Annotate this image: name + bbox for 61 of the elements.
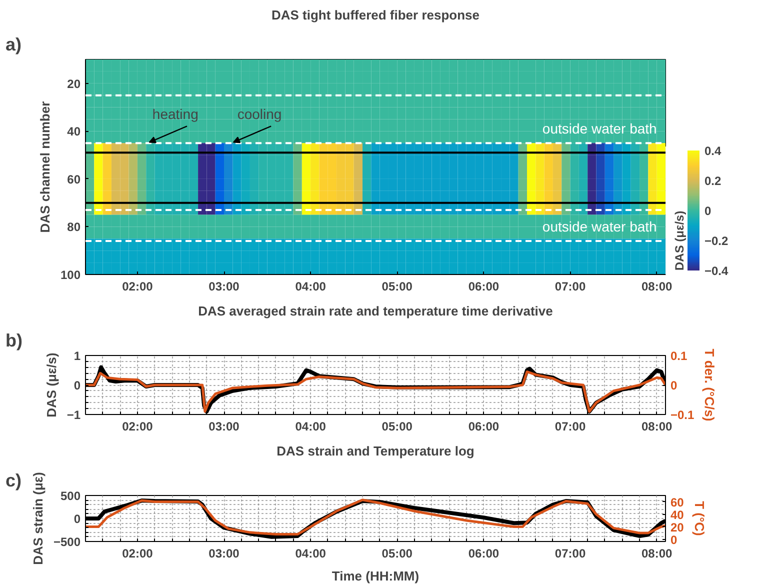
y2-tick-label: 60 <box>670 495 684 510</box>
y-axis-title: DAS channel number <box>37 101 52 233</box>
y-tick-label: 0 <box>74 378 81 392</box>
y-tick-label: 100 <box>60 268 81 282</box>
x-tick-label: 02:00 <box>122 280 154 294</box>
y2-tick-label: −0.1 <box>670 408 695 422</box>
y-tick-label: 0 <box>74 512 81 526</box>
chart-title: DAS tight buffered fiber response <box>271 8 480 22</box>
y-tick-label: 1 <box>74 349 81 363</box>
x-tick-label: 07:00 <box>554 420 586 434</box>
x-tick-label: 04:00 <box>295 280 326 294</box>
y2-axis-title: T (°C) <box>692 501 707 536</box>
y2-tick-label: 40 <box>670 508 684 522</box>
x-tick-label: 05:00 <box>382 280 413 294</box>
x-tick-label: 03:00 <box>208 546 240 560</box>
text: a) <box>6 34 22 54</box>
y-tick-label: −500 <box>53 535 81 549</box>
color-bar-title: DAS (με/s) <box>672 210 686 270</box>
x-tick-label: 08:00 <box>642 546 673 560</box>
y2-tick-label: 0 <box>670 378 678 392</box>
y-tick-label: 500 <box>60 489 81 503</box>
chart-title: DAS averaged strain rate and temperature time derivative <box>198 304 553 318</box>
y-tick-label: 80 <box>67 220 81 234</box>
x-tick-label: 03:00 <box>208 280 240 294</box>
y2-axis-title: T der. (°C/s) <box>702 348 718 422</box>
x-tick-label: 06:00 <box>468 546 500 560</box>
y2-tick-label: 0 <box>670 532 678 547</box>
text: b) <box>6 330 22 350</box>
x-tick-label: 02:00 <box>122 546 154 560</box>
color-bar-label: −0.2 <box>704 234 729 248</box>
x-tick-label: 08:00 <box>642 280 673 294</box>
y2-tick-label: 0.1 <box>670 349 688 363</box>
x-tick-label: 05:00 <box>382 420 413 434</box>
y-axis-title: DAS strain (με) <box>30 472 46 565</box>
x-tick-label: 02:00 <box>122 420 154 434</box>
color-bar-label: −0.4 <box>704 264 729 278</box>
color-bar-label: 0 <box>704 204 712 218</box>
text: c) <box>6 470 22 490</box>
x-tick-label: 08:00 <box>642 420 673 434</box>
y-tick-label: 60 <box>67 172 81 186</box>
ref-line-label: outside water bath <box>542 218 657 235</box>
x-tick-label: 07:00 <box>554 546 586 560</box>
annotation: cooling <box>237 106 282 122</box>
x-tick-label: 05:00 <box>382 546 413 560</box>
color-bar-label: 0.2 <box>704 174 722 188</box>
x-tick-label: 04:00 <box>295 420 326 434</box>
y-tick-label: 40 <box>67 124 81 139</box>
y2-tick-label: 20 <box>670 520 684 534</box>
x-tick-label: 06:00 <box>468 280 500 294</box>
color-bar-label: 0.4 <box>704 144 722 158</box>
ref-line-label: outside water bath <box>542 120 657 137</box>
x-tick-label: 04:00 <box>295 546 326 560</box>
y-tick-label: −1 <box>66 408 81 422</box>
x-tick-label: 03:00 <box>208 420 240 434</box>
x-axis-title: Time (HH:MM) <box>332 568 420 584</box>
y-tick-label: 20 <box>67 76 81 91</box>
y-axis-title: DAS (με/s) <box>44 352 59 418</box>
annotation: heating <box>152 106 198 122</box>
x-tick-label: 07:00 <box>554 280 586 294</box>
chart-title: DAS strain and Temperature log <box>276 444 474 458</box>
x-tick-label: 06:00 <box>468 420 500 434</box>
